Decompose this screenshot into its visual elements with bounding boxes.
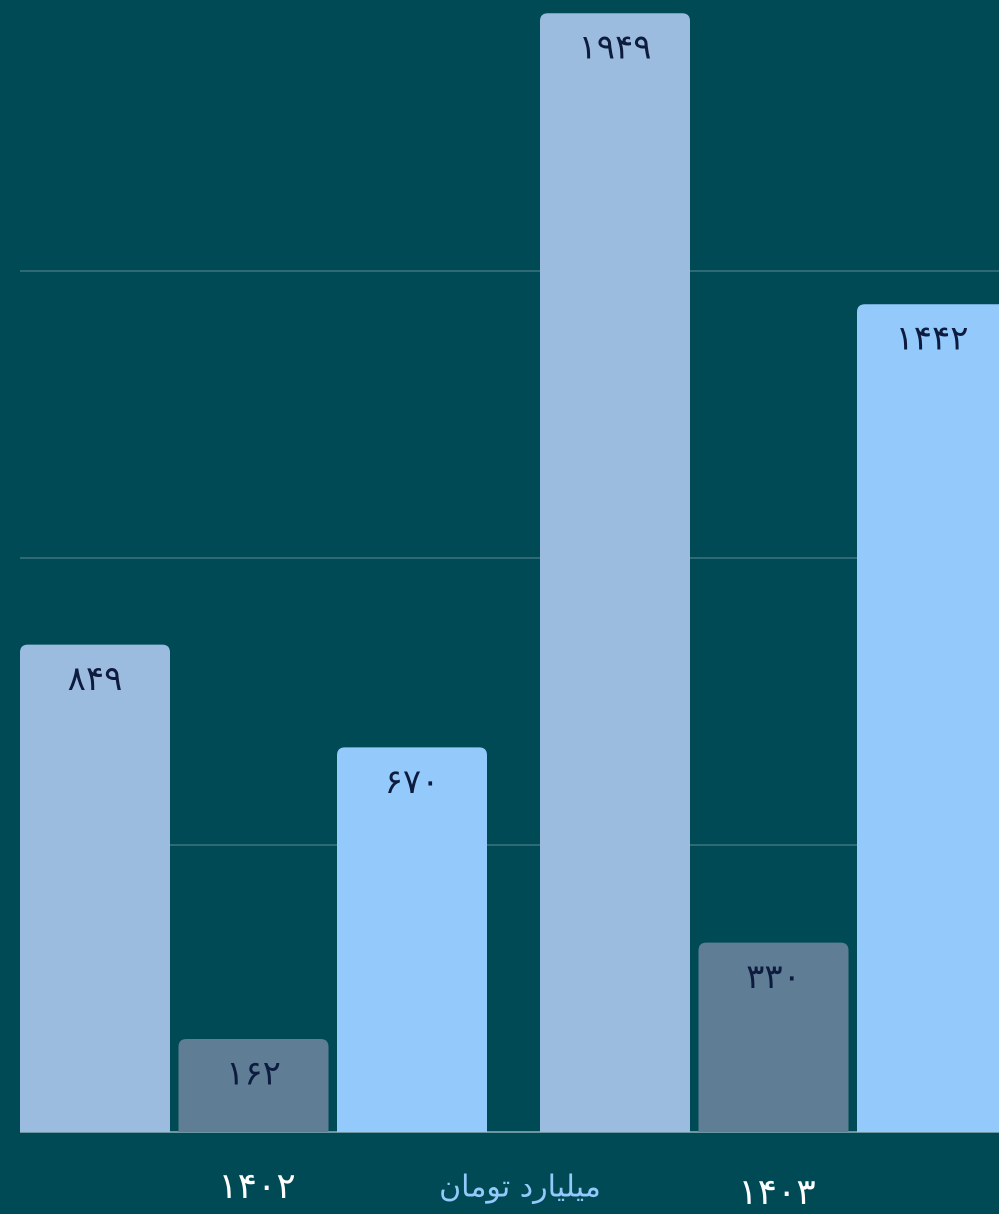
bar <box>20 644 170 1132</box>
x-tick-label: ۱۴۰۲ <box>218 1166 295 1207</box>
x-tick-label: ۱۴۰۳ <box>738 1172 815 1213</box>
bar <box>337 747 487 1132</box>
bar <box>698 942 849 1132</box>
value-label: ۱۹۴۹ <box>578 28 651 68</box>
value-label: ۱۶۲ <box>226 1054 281 1094</box>
bar <box>178 1039 329 1132</box>
unit-label: میلیارد تومان <box>439 1170 601 1205</box>
value-label: ۳۳۰ <box>746 957 801 997</box>
value-label: ۱۴۴۲ <box>895 319 968 359</box>
bar <box>857 304 999 1132</box>
value-label: ۸۴۹ <box>68 659 123 699</box>
bar <box>540 13 690 1132</box>
value-label: ۶۷۰ <box>385 762 440 802</box>
